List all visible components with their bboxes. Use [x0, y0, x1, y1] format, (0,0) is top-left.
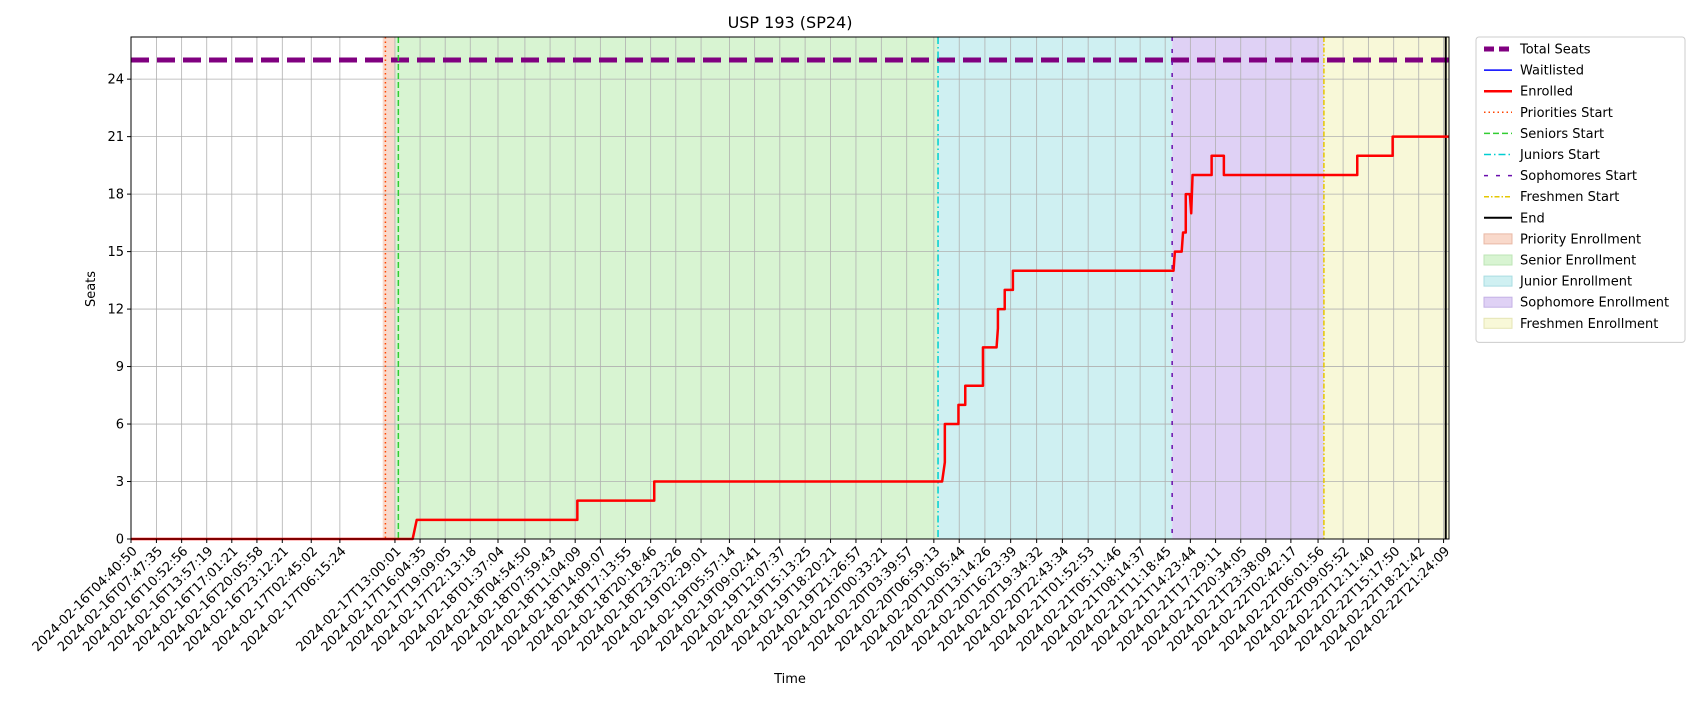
legend-box — [1475, 36, 1686, 343]
y-tick-label-7: 21 — [107, 130, 124, 145]
plot-frame — [130, 36, 1450, 540]
legend-swatch-10 — [1483, 254, 1513, 266]
legend-swatch-12 — [1483, 296, 1513, 308]
legend-label-3: Priorities Start — [1520, 106, 1613, 121]
legend-label-5: Juniors Start — [1519, 148, 1600, 163]
legend-label-8: End — [1520, 211, 1545, 226]
y-tick-label-5: 15 — [107, 245, 124, 260]
legend-swatch-11 — [1483, 275, 1513, 287]
chart-title: USP 193 (SP24) — [728, 13, 853, 32]
legend-label-7: Freshmen Start — [1520, 190, 1619, 205]
legend-label-0: Total Seats — [1519, 43, 1591, 58]
legend-label-10: Senior Enrollment — [1520, 254, 1636, 269]
region-3 — [1172, 37, 1324, 539]
y-tick-label-1: 3 — [116, 475, 124, 490]
y-tick-label-4: 12 — [107, 303, 124, 318]
region-4 — [1323, 37, 1449, 539]
y-axis-label: Seats — [84, 271, 99, 307]
legend-swatch-9 — [1483, 233, 1513, 245]
y-tick-label-0: 0 — [116, 533, 124, 548]
legend-label-6: Sophomores Start — [1520, 169, 1637, 184]
y-tick-label-8: 24 — [107, 73, 124, 88]
y-tick-label-3: 9 — [116, 360, 124, 375]
y-tick-label-6: 18 — [107, 188, 124, 203]
y-tick-label-2: 6 — [116, 418, 124, 433]
legend-label-13: Freshmen Enrollment — [1520, 317, 1658, 332]
legend-label-2: Enrolled — [1520, 85, 1573, 100]
x-axis-label: Time — [773, 672, 806, 687]
legend-label-12: Sophomore Enrollment — [1520, 296, 1669, 311]
region-0 — [382, 37, 395, 539]
enrolled-series-line — [131, 135, 1449, 541]
region-2 — [938, 37, 1173, 539]
region-1 — [394, 37, 939, 539]
legend-label-11: Junior Enrollment — [1519, 275, 1632, 290]
legend-label-9: Priority Enrollment — [1520, 232, 1641, 247]
legend-label-4: Seniors Start — [1520, 127, 1604, 142]
legend-swatch-13 — [1483, 317, 1513, 329]
legend-label-1: Waitlisted — [1520, 64, 1584, 79]
